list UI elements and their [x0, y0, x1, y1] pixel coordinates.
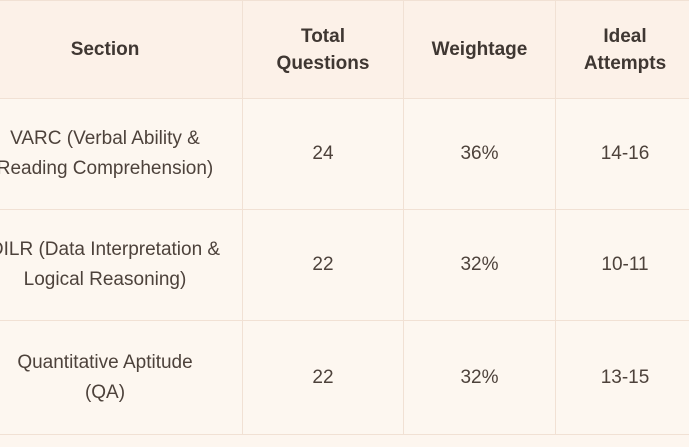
- table-row: Quantitative Aptitude (QA) 22 32% 13-15: [0, 320, 689, 435]
- cell-total-questions: 22: [242, 209, 404, 321]
- cell-weightage: 32%: [403, 209, 556, 321]
- cell-section-label: VARC (Verbal Ability & Reading Comprehen…: [0, 128, 214, 179]
- exam-pattern-table: Section Total Questions Weightage Ideal …: [0, 0, 689, 435]
- cell-weightage: 32%: [403, 320, 556, 435]
- cell-weightage: 36%: [403, 98, 556, 210]
- header-weightage: Weightage: [403, 0, 556, 99]
- table-row: VARC (Verbal Ability & Reading Comprehen…: [0, 98, 689, 210]
- header-ideal-attempts-label: Ideal Attempts: [583, 25, 667, 74]
- header-section: Section: [0, 0, 243, 99]
- table-header-row: Section Total Questions Weightage Ideal …: [0, 0, 689, 99]
- cell-section-label: DILR (Data Interpretation & Logical Reas…: [0, 239, 221, 290]
- cell-ideal-attempts: 10-11: [555, 209, 689, 321]
- cell-total-questions: 22: [242, 320, 404, 435]
- header-total-questions: Total Questions: [242, 0, 404, 99]
- cell-section: Quantitative Aptitude (QA): [0, 320, 243, 435]
- table-row: DILR (Data Interpretation & Logical Reas…: [0, 209, 689, 321]
- cell-total-questions: 24: [242, 98, 404, 210]
- cell-ideal-attempts: 13-15: [555, 320, 689, 435]
- header-ideal-attempts: Ideal Attempts: [555, 0, 689, 99]
- cell-section-label: Quantitative Aptitude (QA): [17, 351, 193, 403]
- cell-ideal-attempts: 14-16: [555, 98, 689, 210]
- cell-section: VARC (Verbal Ability & Reading Comprehen…: [0, 98, 243, 210]
- header-total-questions-label: Total Questions: [276, 25, 370, 74]
- cell-section: DILR (Data Interpretation & Logical Reas…: [0, 209, 243, 321]
